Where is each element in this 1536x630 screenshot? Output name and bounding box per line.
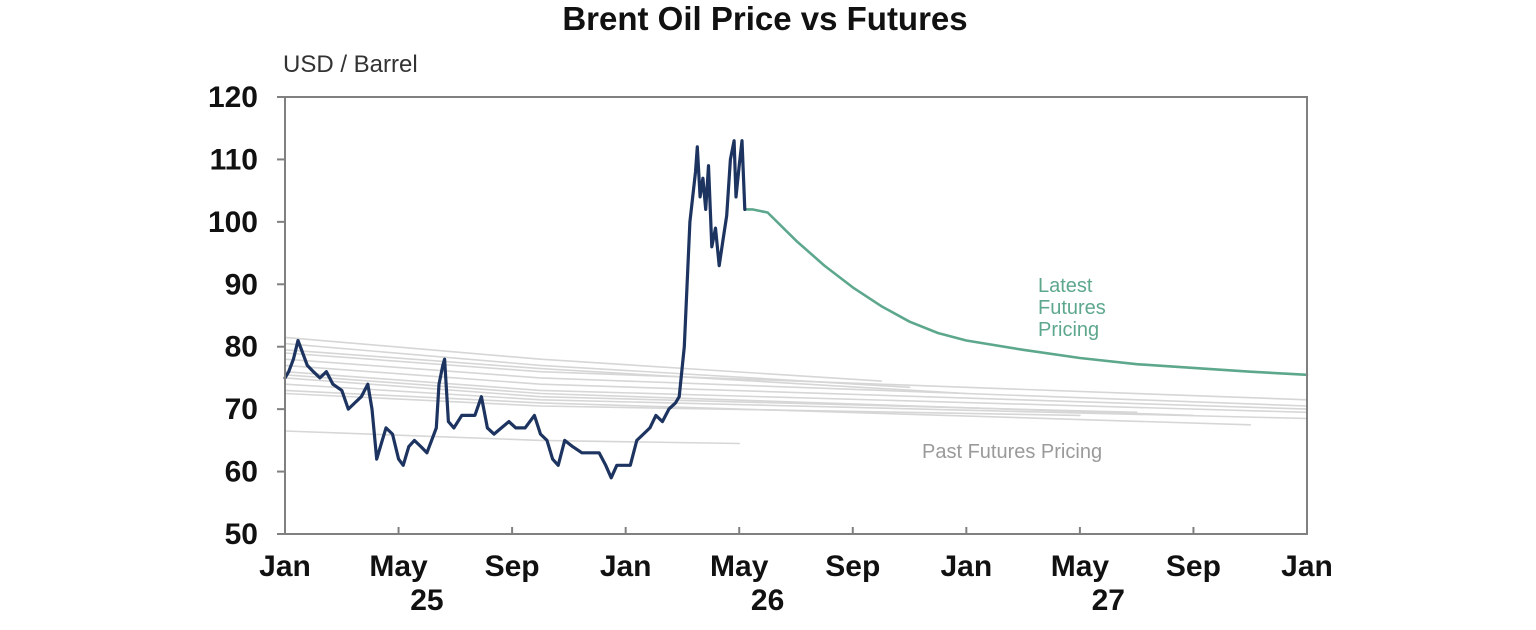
y-tick-label: 90 — [225, 268, 258, 301]
x-year-label: 25 — [410, 584, 443, 617]
x-tick-label: Jan — [600, 550, 652, 583]
x-tick-label: Sep — [825, 550, 880, 583]
past-futures-line — [284, 377, 1138, 414]
x-tick-label: May — [369, 550, 428, 583]
x-tick-label: Jan — [1281, 550, 1333, 583]
x-tick-label: Jan — [259, 550, 311, 583]
y-tick-label: 120 — [208, 81, 258, 114]
x-axis-year-labels: 25 26 27 — [410, 584, 1125, 617]
past-futures-line — [284, 389, 1251, 426]
past-futures-line — [284, 336, 882, 382]
spot-price-line-group — [283, 139, 747, 480]
latest-futures-line — [743, 208, 1309, 377]
latest-futures-line-group — [743, 208, 1309, 377]
x-tick-label: May — [710, 550, 769, 583]
latest-futures-annotation-line: Latest — [1038, 275, 1093, 297]
x-axis-ticks: Jan May Sep Jan May Sep Jan May Sep Jan — [259, 527, 1333, 583]
x-year-label: 27 — [1092, 584, 1125, 617]
past-futures-line — [284, 364, 1308, 410]
y-axis-ticks: 50 60 70 80 90 100 110 120 — [208, 81, 285, 551]
y-tick-label: 110 — [210, 143, 258, 176]
y-tick-label: 80 — [225, 331, 258, 364]
x-tick-label: Sep — [1166, 550, 1221, 583]
latest-futures-annotation: Latest Futures Pricing — [1038, 275, 1106, 341]
plot-area-frame — [284, 96, 1308, 535]
past-futures-line — [284, 370, 1308, 414]
y-tick-label: 50 — [225, 518, 258, 551]
y-axis-unit-label: USD / Barrel — [283, 51, 418, 78]
x-year-label: 26 — [751, 584, 784, 617]
x-tick-label: May — [1051, 550, 1110, 583]
y-tick-label: 70 — [225, 393, 258, 426]
past-futures-line — [284, 352, 1308, 401]
chart-title: Brent Oil Price vs Futures — [562, 0, 967, 37]
x-tick-label: Sep — [485, 550, 540, 583]
y-tick-label: 60 — [225, 456, 258, 489]
past-futures-line — [284, 349, 968, 395]
latest-futures-annotation-line: Futures — [1038, 297, 1106, 319]
latest-futures-annotation-line: Pricing — [1038, 319, 1099, 341]
spot-price-line — [283, 139, 747, 480]
y-tick-label: 100 — [208, 206, 258, 239]
past-futures-line — [284, 430, 740, 445]
x-tick-label: Jan — [940, 550, 992, 583]
past-futures-line — [284, 358, 1308, 407]
past-futures-annotation: Past Futures Pricing — [922, 441, 1102, 463]
